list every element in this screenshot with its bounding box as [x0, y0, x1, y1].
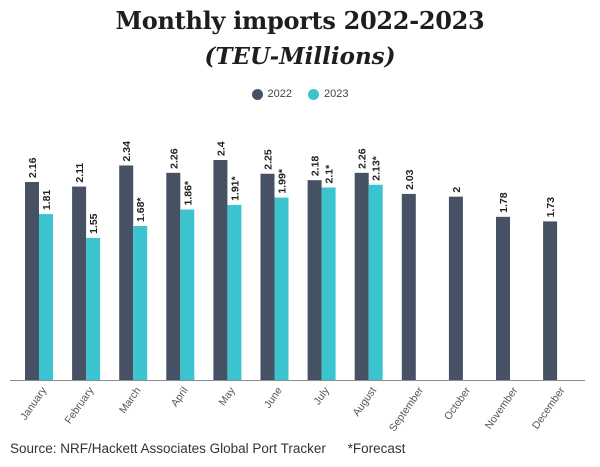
bar-2022-september [401, 193, 416, 380]
bar-2023-january [39, 214, 53, 380]
data-label-2023-april: 1.86* [182, 180, 194, 205]
bar-2022-october [448, 196, 463, 380]
data-label-2022-may: 2.4 [215, 141, 227, 156]
x-tick-label-july: July [311, 384, 332, 407]
data-label-2022-december: 1.73 [545, 197, 557, 218]
bar-2022-january [25, 182, 39, 380]
bar-2022-may [213, 160, 228, 380]
data-label-2023-june: 1.99* [277, 168, 289, 193]
data-label-2022-august: 2.26 [357, 148, 369, 169]
x-tick-label-february: February [63, 384, 97, 426]
x-tick-label-august: August [350, 385, 379, 419]
bar-2023-march [133, 226, 148, 380]
bar-2022-december [543, 221, 558, 380]
source-note: Source: NRF/Hackett Associates Global Po… [10, 441, 405, 456]
legend-item-2023: 2023 [308, 88, 348, 100]
bar-2022-february [72, 186, 87, 380]
data-label-2022-july: 2.18 [310, 156, 322, 177]
legend-swatch-2022 [251, 88, 263, 100]
data-label-2023-may: 1.91* [229, 175, 241, 200]
legend-label-2023: 2023 [324, 88, 349, 100]
chart-legend: 2022 2023 [0, 88, 600, 100]
x-tick-label-january: January [18, 384, 50, 422]
bar-2023-june [274, 197, 289, 380]
x-tick-label-november: November [483, 385, 521, 432]
data-label-2022-january: 2.16 [27, 157, 39, 178]
bar-2022-november [496, 216, 510, 380]
x-tick-label-may: May [217, 384, 239, 408]
data-label-2022-november: 1.78 [498, 192, 510, 213]
bar-2023-may [227, 204, 242, 380]
data-label-2023-july: 2.1* [324, 164, 336, 184]
data-label-2022-april: 2.26 [168, 148, 180, 169]
bar-2023-august [368, 184, 383, 380]
bar-2022-june [260, 173, 275, 380]
data-label-2023-january: 1.81 [41, 189, 53, 210]
data-label-2022-february: 2.11 [74, 163, 86, 183]
x-tick-label-december: December [530, 385, 568, 432]
legend-label-2022: 2022 [267, 88, 292, 100]
x-tick-label-june: June [262, 385, 285, 411]
bar-2022-march [119, 165, 134, 380]
chart-subtitle: (TEU-Millions) [204, 43, 396, 70]
bar-2023-april [180, 209, 195, 380]
x-tick-label-october: October [442, 385, 474, 423]
data-label-2023-march: 1.68* [135, 197, 147, 222]
bar-2022-april [166, 172, 181, 380]
data-label-2023-august: 2.13* [371, 155, 383, 180]
x-tick-label-september: September [387, 385, 427, 434]
bar-chart: 2.161.81 January 2.11 1.55 February 2.34 1.68*… [10, 141, 585, 434]
data-label-2022-march: 2.34 [121, 141, 133, 162]
bar-2022-july [307, 180, 322, 380]
data-label-2022-june: 2.25 [263, 149, 275, 170]
data-label-2022-september: 2.03 [404, 169, 416, 190]
chart-title: Monthly imports 2022-2023 [115, 6, 485, 35]
source-text: Source: NRF/Hackett Associates Global Po… [10, 441, 326, 456]
bar-2022-august [354, 172, 369, 380]
bar-2023-february [86, 237, 101, 380]
x-tick-label-march: March [117, 385, 144, 416]
legend-item-2022: 2022 [251, 88, 292, 100]
data-label-2022-october: 2 [451, 187, 463, 193]
x-tick-label-april: April [169, 385, 191, 409]
bar-2023-july [321, 187, 336, 380]
legend-swatch-2023 [308, 88, 319, 100]
data-label-2023-february: 1.55 [88, 213, 100, 234]
forecast-note: *Forecast [347, 441, 406, 456]
